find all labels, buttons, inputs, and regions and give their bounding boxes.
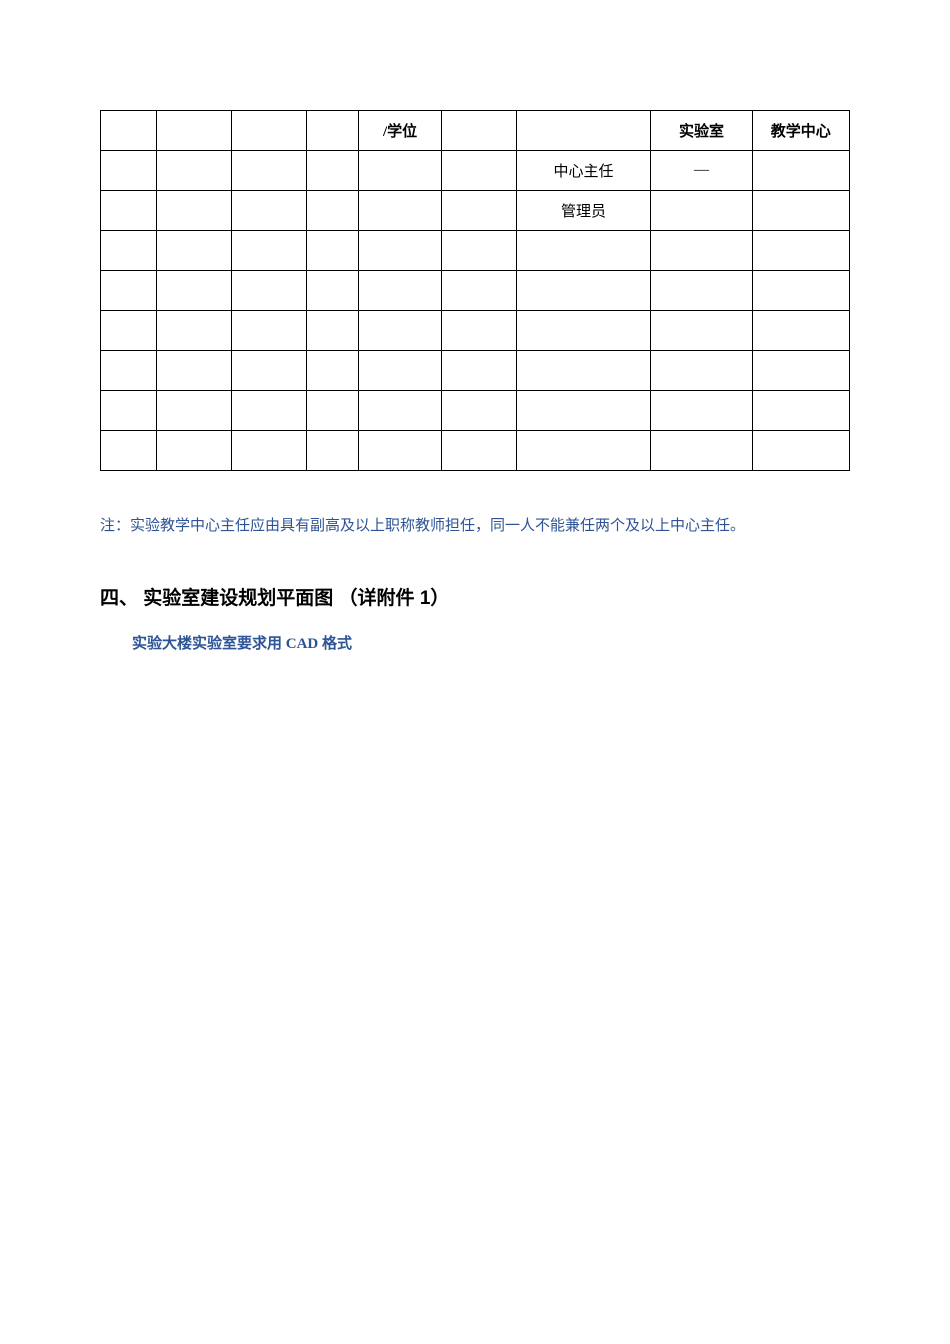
table-cell [359, 391, 441, 431]
table-row [101, 231, 850, 271]
table-cell [651, 271, 752, 311]
table-cell [752, 391, 849, 431]
table-cell: — [651, 151, 752, 191]
table-cell [306, 271, 358, 311]
table-cell [359, 271, 441, 311]
table-cell [101, 311, 157, 351]
table-cell [359, 151, 441, 191]
header-cell-2 [157, 111, 232, 151]
table-cell [441, 271, 516, 311]
table-row: 管理员 [101, 191, 850, 231]
section-four-heading: 四、 实验室建设规划平面图 （详附件 1） [100, 583, 850, 610]
table-cell [232, 431, 307, 471]
table-cell [101, 151, 157, 191]
table-cell [101, 351, 157, 391]
table-cell [232, 351, 307, 391]
table-header-row: /学位 实验室 教学中心 [101, 111, 850, 151]
table-cell [306, 391, 358, 431]
table-cell [359, 231, 441, 271]
table-cell [359, 351, 441, 391]
table-cell [157, 271, 232, 311]
table-cell [441, 431, 516, 471]
table-row [101, 431, 850, 471]
personnel-table: /学位 实验室 教学中心 中心主任 — [100, 110, 850, 471]
table-cell [232, 311, 307, 351]
table-row [101, 271, 850, 311]
table-cell [441, 231, 516, 271]
table-cell [441, 151, 516, 191]
table-cell [157, 351, 232, 391]
table-cell [101, 431, 157, 471]
header-cell-7 [516, 111, 651, 151]
table-cell [232, 231, 307, 271]
table-cell [752, 191, 849, 231]
table-cell [441, 351, 516, 391]
table-cell [516, 311, 651, 351]
table-cell [651, 351, 752, 391]
table-cell [752, 151, 849, 191]
table-cell [306, 151, 358, 191]
table-cell [651, 191, 752, 231]
header-cell-lab: 实验室 [651, 111, 752, 151]
table-cell [232, 391, 307, 431]
table-cell [752, 311, 849, 351]
table-cell [752, 431, 849, 471]
table-cell [157, 191, 232, 231]
table-cell [441, 191, 516, 231]
header-cell-3 [232, 111, 307, 151]
table-cell [306, 191, 358, 231]
table-cell [359, 311, 441, 351]
table-cell: 中心主任 [516, 151, 651, 191]
table-cell [651, 431, 752, 471]
table-body: 中心主任 — 管理员 [101, 151, 850, 471]
personnel-table-container: /学位 实验室 教学中心 中心主任 — [100, 110, 850, 471]
table-cell [157, 151, 232, 191]
header-cell-4 [306, 111, 358, 151]
table-cell [651, 391, 752, 431]
table-cell [232, 151, 307, 191]
table-cell [516, 431, 651, 471]
table-cell [101, 391, 157, 431]
table-cell [306, 311, 358, 351]
table-cell [306, 431, 358, 471]
table-cell [441, 391, 516, 431]
header-cell-1 [101, 111, 157, 151]
table-cell [306, 231, 358, 271]
table-cell [101, 191, 157, 231]
table-cell [516, 351, 651, 391]
table-row [101, 391, 850, 431]
table-cell [232, 271, 307, 311]
table-cell [157, 311, 232, 351]
table-cell [232, 191, 307, 231]
table-cell [359, 191, 441, 231]
cad-format-note: 实验大楼实验室要求用 CAD 格式 [100, 632, 850, 653]
table-cell [157, 431, 232, 471]
table-cell [752, 351, 849, 391]
table-row: 中心主任 — [101, 151, 850, 191]
table-cell [651, 231, 752, 271]
table-cell: 管理员 [516, 191, 651, 231]
table-cell [101, 231, 157, 271]
table-cell [157, 231, 232, 271]
table-cell [516, 231, 651, 271]
table-cell [441, 311, 516, 351]
header-cell-degree: /学位 [359, 111, 441, 151]
table-cell [752, 231, 849, 271]
table-cell [101, 271, 157, 311]
table-cell [651, 311, 752, 351]
table-cell [752, 271, 849, 311]
header-cell-6 [441, 111, 516, 151]
table-cell [306, 351, 358, 391]
table-row [101, 351, 850, 391]
table-row [101, 311, 850, 351]
table-cell [516, 391, 651, 431]
table-cell [359, 431, 441, 471]
note-text: 注：实验教学中心主任应由具有副高及以上职称教师担任，同一人不能兼任两个及以上中心… [100, 511, 850, 541]
table-cell [157, 391, 232, 431]
table-cell [516, 271, 651, 311]
header-cell-center: 教学中心 [752, 111, 849, 151]
